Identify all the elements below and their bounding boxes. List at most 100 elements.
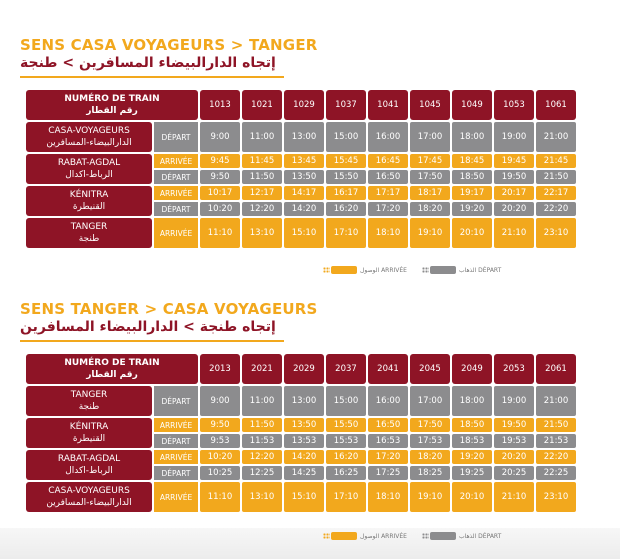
table-row: TANGER طنجة ARRIVÉE 11:10 13:10 15:10 17:10 18:… xyxy=(26,218,576,248)
departure-time: 16:00 xyxy=(368,122,408,152)
station-name: TANGER xyxy=(70,222,108,232)
departure-time: 13:00 xyxy=(284,386,324,416)
section-title: SENS TANGER > CASA VOYAGEURS xyxy=(20,300,318,318)
departure-label: DÉPART xyxy=(154,202,198,216)
arrival-time: 11:45 xyxy=(242,154,282,168)
station-cell: TANGER طنجة xyxy=(26,386,152,416)
station-name-arabic: الدارالبيضاء-المسافرين xyxy=(46,138,132,148)
arrival-label: ARRIVÉE xyxy=(154,154,198,168)
station-name: KÉNITRA xyxy=(69,422,109,432)
arrival-time: 22:20 xyxy=(536,450,576,464)
departure-truck-icon xyxy=(421,531,456,541)
arrival-time: 18:45 xyxy=(452,154,492,168)
station-name: TANGER xyxy=(70,390,108,400)
station-name-arabic: الدارالبيضاء-المسافرين xyxy=(46,498,132,508)
arrival-time: 19:45 xyxy=(494,154,534,168)
train-number: 2053 xyxy=(494,354,534,384)
departure-time: 21:53 xyxy=(536,434,576,448)
departure-time: 22:25 xyxy=(536,466,576,480)
departure-time: 19:00 xyxy=(494,122,534,152)
header-label-arabic: رقم القطار xyxy=(86,370,138,380)
departure-time: 15:00 xyxy=(326,122,366,152)
departure-time: 18:00 xyxy=(452,386,492,416)
arrival-label: ARRIVÉE xyxy=(154,482,198,512)
train-number: 1045 xyxy=(410,90,450,120)
table-row: DÉPART 9:53 11:53 13:53 15:53 16:53 17:53 18:53… xyxy=(26,434,576,448)
station-name: CASA-VOYAGEURS xyxy=(48,126,130,136)
departure-time: 15:00 xyxy=(326,386,366,416)
departure-time: 9:00 xyxy=(200,386,240,416)
arrival-time: 13:45 xyxy=(284,154,324,168)
train-number: 1049 xyxy=(452,90,492,120)
arrival-time: 12:17 xyxy=(242,186,282,200)
departure-time: 17:00 xyxy=(410,122,450,152)
train-number: 2021 xyxy=(242,354,282,384)
table-row: DÉPART 9:50 11:50 13:50 15:50 16:50 17:50 18:50… xyxy=(26,170,576,184)
arrival-time: 16:20 xyxy=(326,450,366,464)
arrival-time: 9:50 xyxy=(200,418,240,432)
header-label-arabic: رقم القطار xyxy=(86,106,138,116)
arrival-time: 21:10 xyxy=(494,218,534,248)
arrival-time: 16:17 xyxy=(326,186,366,200)
arrival-truck-icon xyxy=(323,265,357,275)
departure-time: 19:53 xyxy=(494,434,534,448)
section-tanger-to-casa: SENS TANGER > CASA VOYAGEURS إتجاه طنجة … xyxy=(20,300,598,550)
departure-time: 13:53 xyxy=(284,434,324,448)
train-number: 1013 xyxy=(200,90,240,120)
arrival-time: 19:50 xyxy=(494,418,534,432)
train-number: 1037 xyxy=(326,90,366,120)
table-row: RABAT-AGDAL الرباط-اكدال ARRIVÉE 10:20 12:20… xyxy=(26,450,576,480)
arrival-time: 15:50 xyxy=(326,418,366,432)
departure-time: 9:50 xyxy=(200,170,240,184)
station-name-arabic: القنيطرة xyxy=(72,434,106,444)
departure-time: 14:25 xyxy=(284,466,324,480)
arrival-time: 10:17 xyxy=(200,186,240,200)
train-number-header: NUMÉRO DE TRAIN رقم القطار xyxy=(26,354,198,384)
arrival-time: 20:17 xyxy=(494,186,534,200)
arrival-time: 20:20 xyxy=(494,450,534,464)
station-name-arabic: الرباط-اكدال xyxy=(65,170,113,180)
footer-band xyxy=(0,528,620,559)
station-name-arabic: طنجة xyxy=(78,402,100,412)
departure-time: 18:20 xyxy=(410,202,450,216)
section-title-arabic: إتجاه طنجة > الدارالبيضاء المسافرين xyxy=(20,319,276,335)
departure-time: 15:53 xyxy=(326,434,366,448)
arrival-time: 15:45 xyxy=(326,154,366,168)
departure-time: 17:25 xyxy=(368,466,408,480)
arrival-time: 18:20 xyxy=(410,450,450,464)
arrival-time: 14:20 xyxy=(284,450,324,464)
header-label: NUMÉRO DE TRAIN xyxy=(64,358,160,368)
arrival-time: 15:10 xyxy=(284,482,324,512)
departure-time: 15:50 xyxy=(326,170,366,184)
departure-time: 21:00 xyxy=(536,386,576,416)
station-cell: KÉNITRA القنيطرة xyxy=(26,418,152,448)
arrival-time: 18:50 xyxy=(452,418,492,432)
station-cell: RABAT-AGDAL الرباط-اكدال xyxy=(26,450,152,480)
arrival-time: 18:10 xyxy=(368,218,408,248)
legend-arrival: الوصول ARRIVÉE xyxy=(360,266,407,274)
departure-label: DÉPART xyxy=(154,386,198,416)
title-underline xyxy=(20,76,284,78)
departure-time: 19:50 xyxy=(494,170,534,184)
timetable: NUMÉRO DE TRAIN رقم القطار 2013 2021 2029 203… xyxy=(24,352,578,514)
departure-time: 18:50 xyxy=(452,170,492,184)
departure-time: 14:20 xyxy=(284,202,324,216)
station-name-arabic: طنجة xyxy=(78,234,100,244)
departure-time: 16:53 xyxy=(368,434,408,448)
table-row: RABAT-AGDAL الرباط-اكدال ARRIVÉE 9:45 11:45 1… xyxy=(26,154,576,184)
arrival-truck-icon xyxy=(323,531,357,541)
train-number: 2037 xyxy=(326,354,366,384)
departure-time: 20:20 xyxy=(494,202,534,216)
departure-truck-icon xyxy=(421,265,456,275)
departure-time: 10:20 xyxy=(200,202,240,216)
section-casa-to-tanger: SENS CASA VOYAGEURS > TANGER إتجاه الدار… xyxy=(20,36,598,286)
departure-time: 12:25 xyxy=(242,466,282,480)
train-number: 2013 xyxy=(200,354,240,384)
departure-time: 16:20 xyxy=(326,202,366,216)
arrival-time: 11:10 xyxy=(200,482,240,512)
departure-label: DÉPART xyxy=(154,466,198,480)
arrival-time: 14:17 xyxy=(284,186,324,200)
arrival-time: 19:20 xyxy=(452,450,492,464)
station-cell: CASA-VOYAGEURS الدارالبيضاء-المسافرين xyxy=(26,122,152,152)
train-number: 1041 xyxy=(368,90,408,120)
